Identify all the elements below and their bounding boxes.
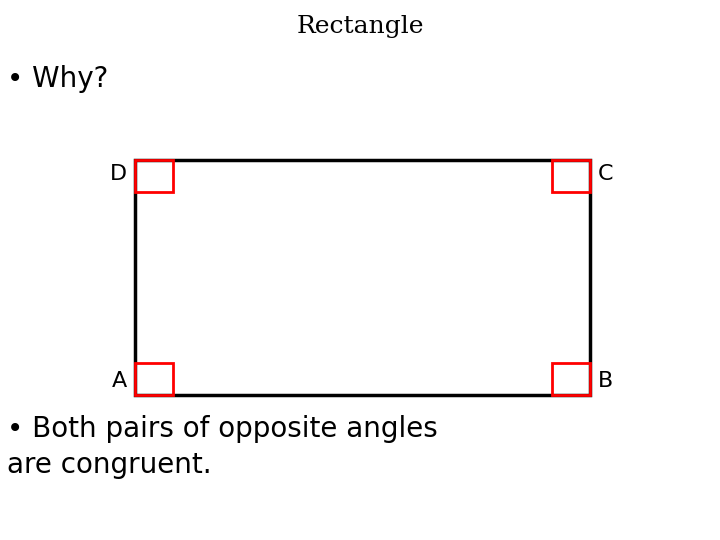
Text: Rectangle: Rectangle bbox=[296, 15, 424, 38]
Text: D: D bbox=[110, 164, 127, 184]
Text: • Both pairs of opposite angles
are congruent.: • Both pairs of opposite angles are cong… bbox=[7, 415, 438, 478]
Text: • Why?: • Why? bbox=[7, 65, 109, 93]
Bar bbox=[552, 363, 590, 395]
Bar bbox=[135, 160, 173, 192]
Bar bbox=[135, 363, 173, 395]
Text: B: B bbox=[598, 371, 613, 391]
Bar bbox=[552, 160, 590, 192]
Text: C: C bbox=[598, 164, 613, 184]
Bar bbox=[135, 160, 590, 395]
Text: A: A bbox=[112, 371, 127, 391]
